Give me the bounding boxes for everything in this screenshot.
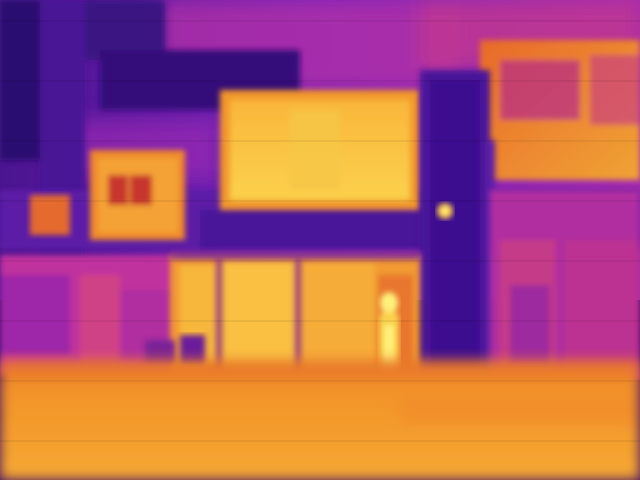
left-small-panel xyxy=(30,195,70,235)
pillar-lamp xyxy=(437,203,453,219)
upper-right-panel xyxy=(480,40,640,180)
upper-center-window xyxy=(220,90,420,210)
left-dark-column xyxy=(0,0,300,300)
sensor-banding xyxy=(0,20,640,442)
ground xyxy=(0,360,640,480)
upper-warm-haze xyxy=(60,0,640,180)
left-sign-panel xyxy=(90,150,185,240)
storefront-frames xyxy=(170,250,420,380)
central-pillar xyxy=(420,70,495,390)
lower-right-facade xyxy=(490,190,640,380)
